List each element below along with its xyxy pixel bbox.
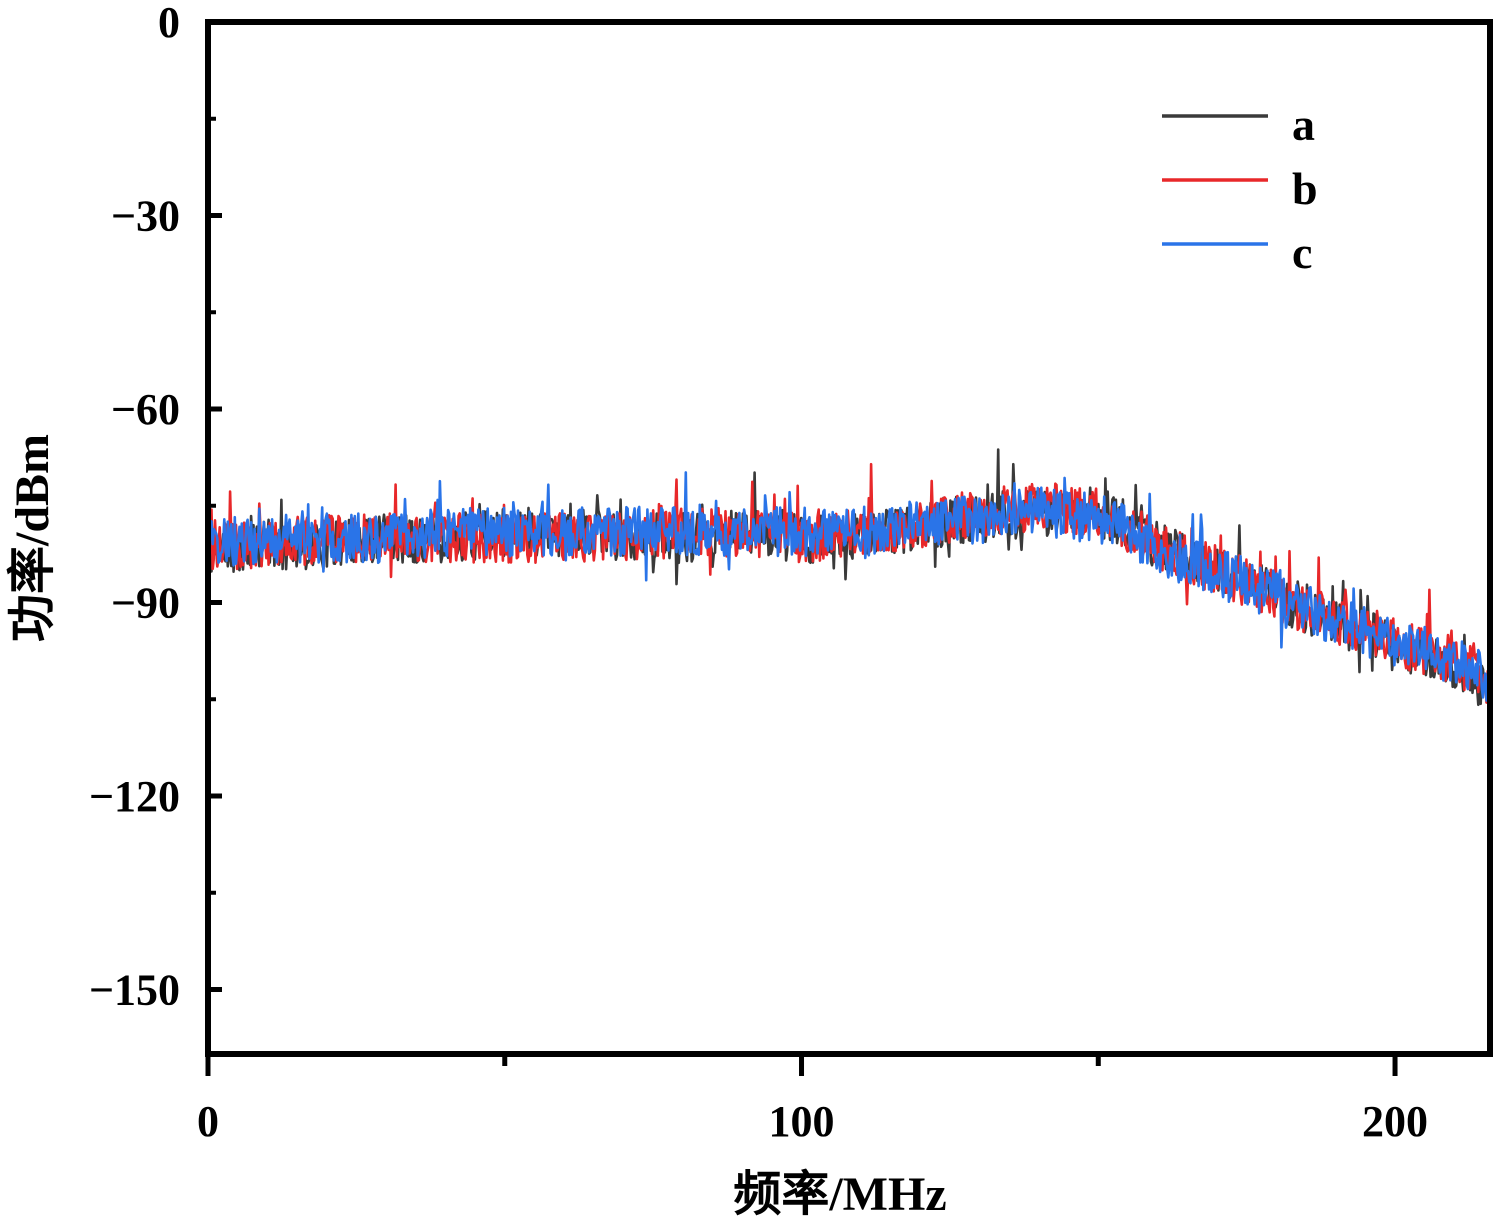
y-axis-title: 功率/dBm — [6, 434, 59, 642]
y-tick-label: −150 — [89, 966, 180, 1015]
x-tick-label: 100 — [769, 1097, 835, 1146]
axis-layer: 0 −30 −60 −90 −120 −150 0 100 200 — [89, 0, 1428, 1146]
series-line-a — [206, 448, 1492, 708]
series-line-c — [206, 471, 1492, 702]
x-tick-label: 200 — [1362, 1097, 1428, 1146]
legend: abc — [1162, 99, 1318, 278]
x-axis-title: 频率/MHz — [733, 1168, 946, 1221]
legend-label-b: b — [1292, 163, 1318, 214]
y-tick-label: −30 — [111, 192, 180, 241]
legend-label-c: c — [1292, 227, 1312, 278]
plot-frame — [205, 19, 1493, 1057]
y-tick-label: 0 — [158, 0, 180, 47]
y-tick-label: −90 — [111, 579, 180, 628]
legend-label-a: a — [1292, 99, 1315, 150]
x-tick-label: 0 — [197, 1097, 219, 1146]
series-layer — [206, 448, 1492, 708]
y-tick-label: −60 — [111, 385, 180, 434]
y-tick-label: −120 — [89, 772, 180, 821]
